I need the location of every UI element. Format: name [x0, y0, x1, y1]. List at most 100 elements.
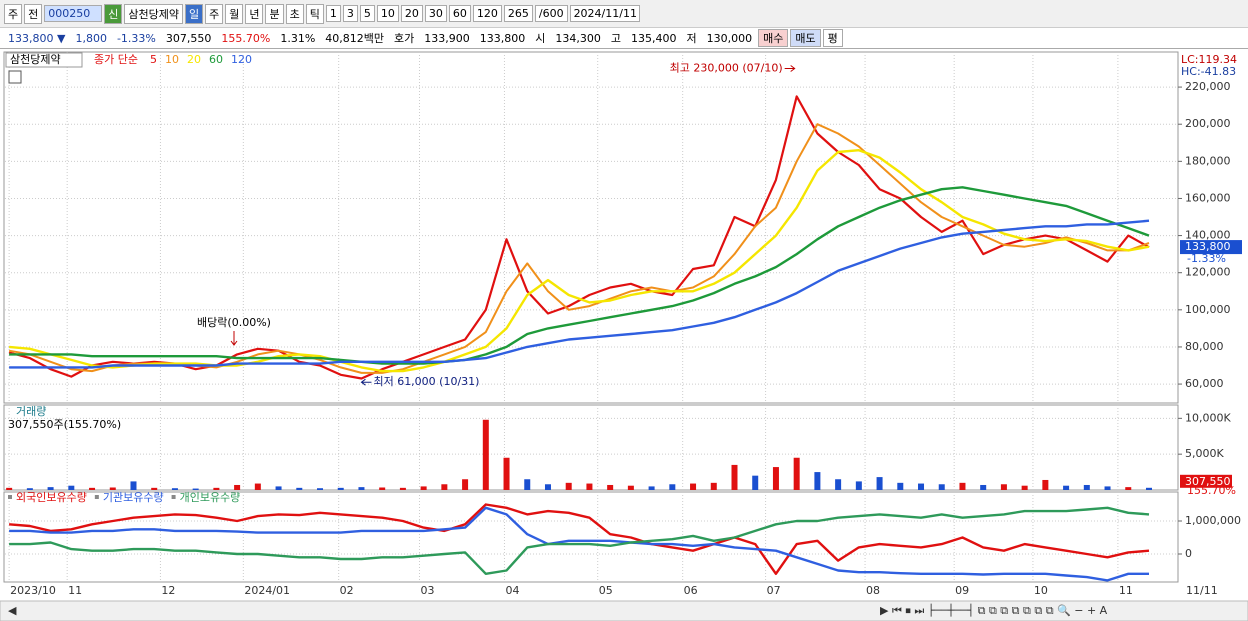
toolbar-button[interactable]: 2024/11/11 [569, 5, 640, 22]
volume-bar [1145, 487, 1152, 490]
toolbar-button[interactable]: 120 [472, 5, 502, 22]
toolbar-button[interactable]: 신 [104, 3, 123, 24]
volume-bar [731, 464, 738, 490]
volume-bar [130, 481, 137, 490]
toolbar-button[interactable]: 분 [265, 3, 284, 24]
volume-bar [544, 484, 551, 490]
y-tick-label: 0 [1185, 547, 1192, 560]
volume-bar [586, 483, 593, 490]
volume-bar [1021, 485, 1028, 490]
volume-bar [441, 484, 448, 490]
annotation-low: 최저 61,000 (10/31) [373, 375, 479, 388]
info-field: 307,550 [165, 31, 212, 45]
volume-bar [89, 487, 96, 490]
x-tick-label: 05 [599, 584, 613, 597]
info-field: 시 [535, 32, 546, 45]
chart: ◀ ▶ ⏮ ⏹ ⏭ ├──┼──┤ ⧉ ⧉ ⧉ ⧉ ⧉ ⧉ ⧉ 🔍 − + A … [0, 50, 1248, 621]
volume-bar [1125, 487, 1132, 490]
legend-entry: 120 [231, 53, 252, 66]
volume-bar [1104, 486, 1111, 490]
volume-bar [234, 484, 241, 490]
x-tick-label: 10 [1034, 584, 1048, 597]
toolbar-button[interactable]: 틱 [305, 3, 324, 24]
volume-tag-label: 307,550 [1185, 475, 1231, 488]
info-field: 135,400 [631, 31, 677, 45]
info-field: 40,812백만 [325, 32, 385, 45]
volume-bar [814, 472, 821, 490]
toolbar-button[interactable]: 30 [424, 5, 447, 22]
volume-bar [254, 483, 261, 490]
volume-bar [918, 483, 925, 490]
toolbar-button[interactable]: 월 [225, 3, 244, 24]
volume-bar [275, 486, 282, 490]
volume-bar [68, 485, 75, 490]
volume-bar [648, 486, 655, 490]
y-tick-label: 60,000 [1185, 377, 1224, 390]
volume-bar [607, 484, 614, 490]
y-tick-label: 140,000 [1185, 229, 1231, 242]
info-field: 133,900 [424, 31, 470, 45]
y-tick-label: 5,000K [1185, 447, 1224, 460]
toolbar-button[interactable]: 10 [376, 5, 399, 22]
toolbar-button[interactable]: 주 [4, 3, 23, 24]
toolbar-button[interactable]: 000250 [44, 5, 103, 22]
info-field: 155.70% [221, 31, 271, 45]
info-field[interactable]: 매도 [790, 29, 821, 47]
volume-bar [6, 487, 13, 490]
toolbar-button[interactable]: 주 [205, 3, 224, 24]
legend-entry: 5 [150, 53, 157, 66]
toolbar-button[interactable]: 265 [503, 5, 533, 22]
panel-subtitle: 307,550주(155.70%) [8, 418, 121, 431]
volume-ratio: 155.70% [1187, 484, 1236, 497]
price-panel [3, 51, 1179, 404]
info-field: 호가 [394, 32, 415, 45]
toolbar-button[interactable]: 년 [245, 3, 264, 24]
x-tick-label: 03 [420, 584, 434, 597]
toolbar-button[interactable]: 초 [285, 3, 304, 24]
volume-bar [317, 488, 324, 490]
volume-bar [213, 487, 220, 490]
x-tick-label: 07 [767, 584, 781, 597]
volume-bar [379, 487, 386, 490]
x-tick-label: 2023/10 [10, 584, 56, 597]
scroll-controls[interactable]: ▶ ⏮ ⏹ ⏭ ├──┼──┤ ⧉ ⧉ ⧉ ⧉ ⧉ ⧉ ⧉ 🔍 − + A [880, 603, 1108, 617]
toolbar-button[interactable]: 20 [400, 5, 423, 22]
volume-bar [938, 484, 945, 490]
info-field: 133,800 [479, 31, 526, 45]
volume-bar [690, 483, 697, 490]
scroll-left[interactable]: ◀ [8, 604, 17, 617]
info-field: 130,000 [706, 31, 753, 45]
toolbar-button[interactable]: 1 [325, 5, 341, 22]
volume-bar [503, 457, 510, 490]
volume-bar [358, 487, 365, 490]
volume-bar [462, 479, 469, 490]
series-line [9, 506, 1149, 582]
volume-bar [627, 485, 634, 490]
scrollbar[interactable] [0, 600, 1248, 621]
legend-entry: 10 [165, 53, 179, 66]
x-tick-label: 2024/01 [244, 584, 290, 597]
volume-bar [1063, 485, 1070, 490]
toolbar-button[interactable]: 5 [359, 5, 375, 22]
info-field: -1.33% [116, 31, 156, 45]
y-tick-label: 120,000 [1185, 266, 1231, 279]
info-field[interactable]: 평 [822, 29, 843, 47]
toolbar-button[interactable]: /600 [534, 5, 568, 22]
price-change: -1.33% [1187, 252, 1226, 265]
toolbar-button[interactable]: 전 [24, 3, 43, 24]
y-tick-label: 160,000 [1185, 191, 1231, 204]
legend-entry: 기관보유수량 [103, 491, 164, 504]
volume-bar [855, 481, 862, 490]
x-tick-label: 08 [866, 584, 880, 597]
toolbar-button[interactable]: 60 [448, 5, 471, 22]
volume-bar [399, 487, 406, 490]
toolbar-button[interactable]: 삼천당제약 [124, 3, 183, 24]
toolbar-button[interactable]: 일 [184, 3, 204, 24]
info-field[interactable]: 매수 [758, 29, 789, 47]
volume-bar [1042, 479, 1049, 490]
toolbar-button[interactable]: 3 [342, 5, 358, 22]
legend-marker [171, 495, 176, 499]
volume-bar [337, 487, 344, 490]
series-line [9, 186, 1150, 365]
